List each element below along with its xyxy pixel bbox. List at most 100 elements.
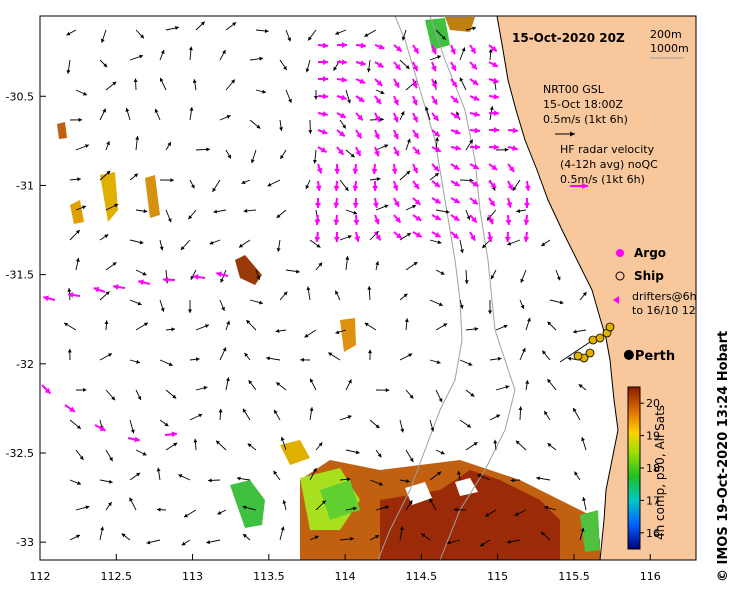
gsl-arrow-head (264, 28, 269, 33)
gsl-arrow-head (200, 21, 205, 26)
hf-arrow-head (453, 113, 460, 119)
gsl-arrow-head (486, 216, 491, 221)
hf-arrow-head (352, 202, 359, 208)
hf-arrow-head (394, 63, 401, 70)
gsl-arrow-head (225, 377, 230, 382)
gsl-arrow-head (461, 47, 466, 52)
gsl-arrow-head (114, 203, 119, 208)
gsl-arrow-head (313, 96, 318, 100)
hf-arrow-head (393, 99, 399, 106)
hf-arrow-head (393, 133, 399, 140)
hf-arrow-head (43, 295, 49, 302)
hf-arrow-head (374, 116, 380, 122)
hf-arrow-head (322, 76, 328, 83)
marker-legend: Argo Ship drifters@6h to 16/10 12Z (613, 246, 696, 317)
gsl-arrow-head (250, 159, 255, 164)
gsl-arrow-head (318, 442, 323, 447)
hf-arrow-head (471, 63, 477, 70)
gsl-arrow-head (146, 540, 151, 545)
gsl-arrow-head (375, 261, 380, 266)
gsl-arrow-head (473, 442, 478, 446)
gsl-arrow-head (405, 65, 410, 69)
gsl-arrow-head (385, 388, 390, 393)
hf-arrow-head (413, 183, 420, 189)
gsl-arrow-head (547, 378, 552, 383)
gsl-arrow-head (266, 356, 270, 361)
hf-legend: HF radar velocity (4-12h avg) noQC 0.5m/… (560, 143, 658, 189)
hf-arrow-head (472, 79, 479, 85)
gsl-arrow-field (63, 21, 587, 547)
hf-arrow-head (474, 111, 480, 118)
hf-arrow-head (321, 128, 328, 135)
gsl-arrow-head (344, 186, 349, 191)
gsl-arrow-head (172, 394, 177, 399)
hf-arrow-head (431, 82, 437, 89)
gsl-arrow-head (139, 54, 144, 59)
gsl-arrow-head (544, 410, 548, 415)
x-tick-label: 112.5 (101, 570, 133, 583)
hf-arrow-head (314, 236, 321, 242)
gsl-arrow-head (516, 209, 521, 213)
gsl-arrow-head (429, 498, 434, 503)
hf-arrow-head (393, 81, 400, 88)
hf-arrow-head (493, 110, 499, 117)
gsl-arrow-head (378, 481, 383, 486)
gsl-arrow-head (412, 204, 417, 209)
gsl-arrow-head (574, 471, 578, 476)
gsl-arrow-head (280, 155, 284, 160)
gsl-arrow-head (408, 353, 413, 358)
ship-marker-icon (615, 271, 625, 281)
gsl-arrow-head (510, 478, 515, 483)
gsl-arrow-head (198, 413, 203, 418)
gsl-arrow-head (84, 144, 89, 149)
gsl-arrow-head (355, 450, 360, 455)
gsl-arrow-head (406, 170, 411, 175)
gsl-arrow-head (404, 318, 409, 323)
hf-arrow-head (506, 202, 513, 208)
gsl-arrow-head (243, 208, 248, 213)
hf-arrow-head (99, 425, 106, 431)
colorbar-gradient (627, 386, 641, 550)
gsl-arrow-head (572, 329, 577, 334)
gsl-arrow-head (456, 470, 461, 475)
hf-arrow-head (216, 271, 222, 278)
gsl-arrow-head (121, 533, 126, 538)
gsl-arrow-head (125, 107, 130, 112)
gsl-arrow-head (578, 384, 583, 389)
y-tick-label: -31 (16, 179, 34, 192)
hf-arrow-head (333, 219, 340, 225)
gsl-arrow-head (430, 427, 435, 432)
x-tick-label: 115.5 (558, 570, 590, 583)
gsl-arrow-head (246, 320, 251, 324)
gsl-arrow-head (156, 467, 161, 472)
hf-arrow-head (375, 98, 381, 105)
hf-arrow-head (489, 200, 495, 207)
hf-arrow-head (375, 234, 381, 241)
gsl-arrow-head (406, 479, 410, 484)
gsl-arrow-head (208, 478, 212, 483)
gsl-arrow-head (441, 35, 446, 40)
gsl-arrow-head (445, 209, 450, 214)
gsl-arrow-head (287, 37, 292, 42)
hf-arrow-field (41, 42, 531, 443)
gsl-arrow-head (104, 320, 109, 325)
gsl-arrow-head (156, 507, 161, 512)
gsl-arrow-head (438, 398, 443, 403)
hf-arrow-head (374, 133, 380, 140)
gsl-arrow-head (167, 218, 172, 223)
gsl-arrow-head (406, 138, 411, 143)
hf-arrow-head (413, 47, 419, 54)
colorbar-label: 4h comp, p50, All Sats (653, 405, 667, 540)
gsl-arrow-head (403, 293, 408, 298)
gsl-arrow-head (206, 540, 211, 545)
gsl-arrow-head (313, 468, 317, 473)
gsl-arrow-head (485, 513, 490, 517)
gsl-arrow-head (100, 526, 105, 531)
hf-arrow-head (377, 62, 384, 68)
hf-arrow-head (376, 80, 383, 86)
gsl-arrow-head (367, 286, 372, 290)
argo-legend-label: Argo (634, 246, 666, 260)
hf-arrow-head (372, 185, 379, 191)
hf-arrow-head (193, 274, 199, 280)
